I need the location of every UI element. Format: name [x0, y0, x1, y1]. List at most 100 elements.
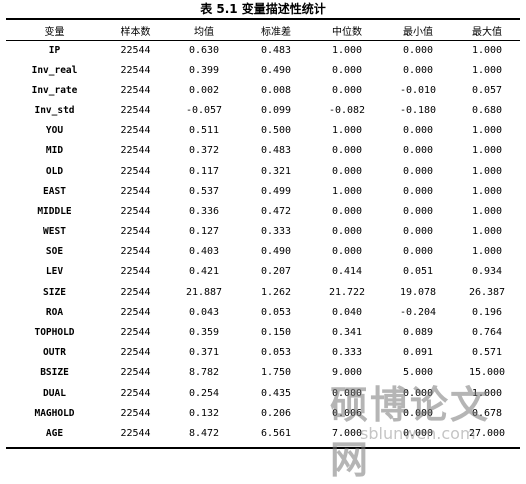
value-cell: -0.204	[399, 306, 437, 318]
value-cell: 1.000	[471, 145, 503, 157]
variable-name-cell: AGE	[45, 427, 64, 439]
value-cell: 22544	[120, 387, 151, 399]
value-cell: 9.000	[331, 367, 363, 379]
table-row: IP 22544 0.630 0.483 1.000 0.000 1.000	[6, 40, 520, 60]
value-cell: 0.341	[331, 326, 363, 338]
value-cell: 0.117	[188, 165, 220, 177]
variable-name-cell: Inv_real	[31, 64, 78, 76]
value-cell: 0.000	[402, 427, 434, 439]
table-row: OUTR 22544 0.371 0.053 0.333 0.091 0.571	[6, 343, 520, 363]
value-cell: 22544	[120, 105, 151, 117]
table-row: Inv_real 22544 0.399 0.490 0.000 0.000 1.000	[6, 60, 520, 80]
value-cell: 22544	[120, 205, 151, 217]
value-cell: 0.000	[402, 205, 434, 217]
value-cell: 0.040	[331, 306, 363, 318]
variable-name-cell: SIZE	[43, 286, 66, 298]
value-cell: 0.414	[331, 266, 363, 278]
value-cell: 22544	[120, 84, 151, 96]
value-cell: 1.750	[260, 367, 292, 379]
variable-name-cell: SOE	[45, 246, 64, 258]
value-cell: 1.000	[471, 226, 503, 238]
value-cell: 0.000	[402, 44, 434, 56]
value-cell: 21.722	[328, 286, 366, 298]
value-cell: 22544	[120, 326, 151, 338]
table-row: Inv_rate 22544 0.002 0.008 0.000 -0.010 0.057	[6, 80, 520, 100]
table-title: 表 5.1 变量描述性统计	[200, 2, 326, 16]
value-cell: 1.000	[471, 246, 503, 258]
value-cell: 19.078	[399, 286, 437, 298]
value-cell: 0.403	[188, 246, 220, 258]
value-cell: 0.678	[471, 407, 503, 419]
value-cell: 0.359	[188, 326, 220, 338]
variable-name-cell: Inv_std	[34, 105, 75, 117]
column-header: 最小值	[403, 27, 433, 38]
value-cell: 0.000	[402, 145, 434, 157]
variable-name-cell: OUTR	[43, 347, 66, 359]
table-row: TOPHOLD 22544 0.359 0.150 0.341 0.089 0.764	[6, 322, 520, 342]
value-cell: 0.371	[188, 347, 220, 359]
value-cell: 0.053	[260, 347, 292, 359]
value-cell: 0.000	[331, 205, 363, 217]
value-cell: 0.483	[260, 44, 292, 56]
value-cell: 0.000	[331, 246, 363, 258]
value-cell: 27.000	[468, 427, 506, 439]
variable-name-cell: YOU	[45, 125, 64, 137]
variable-name-cell: EAST	[43, 185, 66, 197]
column-header: 中位数	[332, 27, 362, 38]
value-cell: 1.000	[331, 185, 363, 197]
value-cell: 0.421	[188, 266, 220, 278]
value-cell: 0.000	[402, 226, 434, 238]
value-cell: 6.561	[260, 427, 292, 439]
column-header: 最大值	[472, 27, 502, 38]
value-cell: 0.490	[260, 246, 292, 258]
value-cell: 0.091	[402, 347, 434, 359]
value-cell: 5.000	[402, 367, 434, 379]
variable-name-cell: MID	[45, 145, 64, 157]
top-rule	[6, 18, 520, 20]
value-cell: 26.387	[468, 286, 506, 298]
variable-name-cell: ROA	[45, 306, 64, 318]
descriptive-stats-table: 变量 样本数 均值 标准差 中位数 最小值 最大值 IP 22544 0.630 0.…	[6, 21, 520, 443]
value-cell: 0.000	[402, 64, 434, 76]
value-cell: 0.934	[471, 266, 503, 278]
column-header: 变量	[44, 27, 65, 38]
value-cell: 22544	[120, 125, 151, 137]
value-cell: 0.500	[260, 125, 292, 137]
value-cell: 1.000	[331, 44, 363, 56]
table-row: EAST 22544 0.537 0.499 1.000 0.000 1.000	[6, 181, 520, 201]
document-page: 表 5.1 变量描述性统计 变量 样本数 均值 标准差 中位数 最小值 最大值 …	[6, 2, 520, 482]
value-cell: 0.333	[260, 226, 292, 238]
value-cell: 21.887	[185, 286, 223, 298]
value-cell: 0.000	[402, 246, 434, 258]
value-cell: 1.000	[471, 125, 503, 137]
value-cell: 0.008	[260, 84, 292, 96]
variable-name-cell: WEST	[43, 226, 66, 238]
value-cell: -0.010	[399, 84, 437, 96]
value-cell: 0.196	[471, 306, 503, 318]
column-header: 样本数	[120, 27, 151, 38]
variable-name-cell: MAGHOLD	[34, 407, 75, 419]
value-cell: 7.000	[331, 427, 363, 439]
value-cell: 0.051	[402, 266, 434, 278]
value-cell: 0.680	[471, 105, 503, 117]
value-cell: 0.006	[331, 407, 363, 419]
table-row: OLD 22544 0.117 0.321 0.000 0.000 1.000	[6, 161, 520, 181]
value-cell: 0.483	[260, 145, 292, 157]
value-cell: 1.000	[471, 205, 503, 217]
value-cell: 1.000	[471, 64, 503, 76]
value-cell: 22544	[120, 145, 151, 157]
value-cell: 0.207	[260, 266, 292, 278]
table-row: SIZE 22544 21.887 1.262 21.722 19.078 26.387	[6, 282, 520, 302]
value-cell: 0.000	[331, 226, 363, 238]
value-cell: 0.000	[402, 125, 434, 137]
value-cell: 22544	[120, 407, 151, 419]
value-cell: 0.435	[260, 387, 292, 399]
value-cell: 0.000	[331, 165, 363, 177]
value-cell: 0.511	[188, 125, 220, 137]
value-cell: 22544	[120, 64, 151, 76]
value-cell: 1.000	[471, 44, 503, 56]
value-cell: 22544	[120, 185, 151, 197]
table-header-row: 变量 样本数 均值 标准差 中位数 最小值 最大值	[6, 21, 520, 40]
table-row: WEST 22544 0.127 0.333 0.000 0.000 1.000	[6, 222, 520, 242]
value-cell: 1.000	[471, 387, 503, 399]
